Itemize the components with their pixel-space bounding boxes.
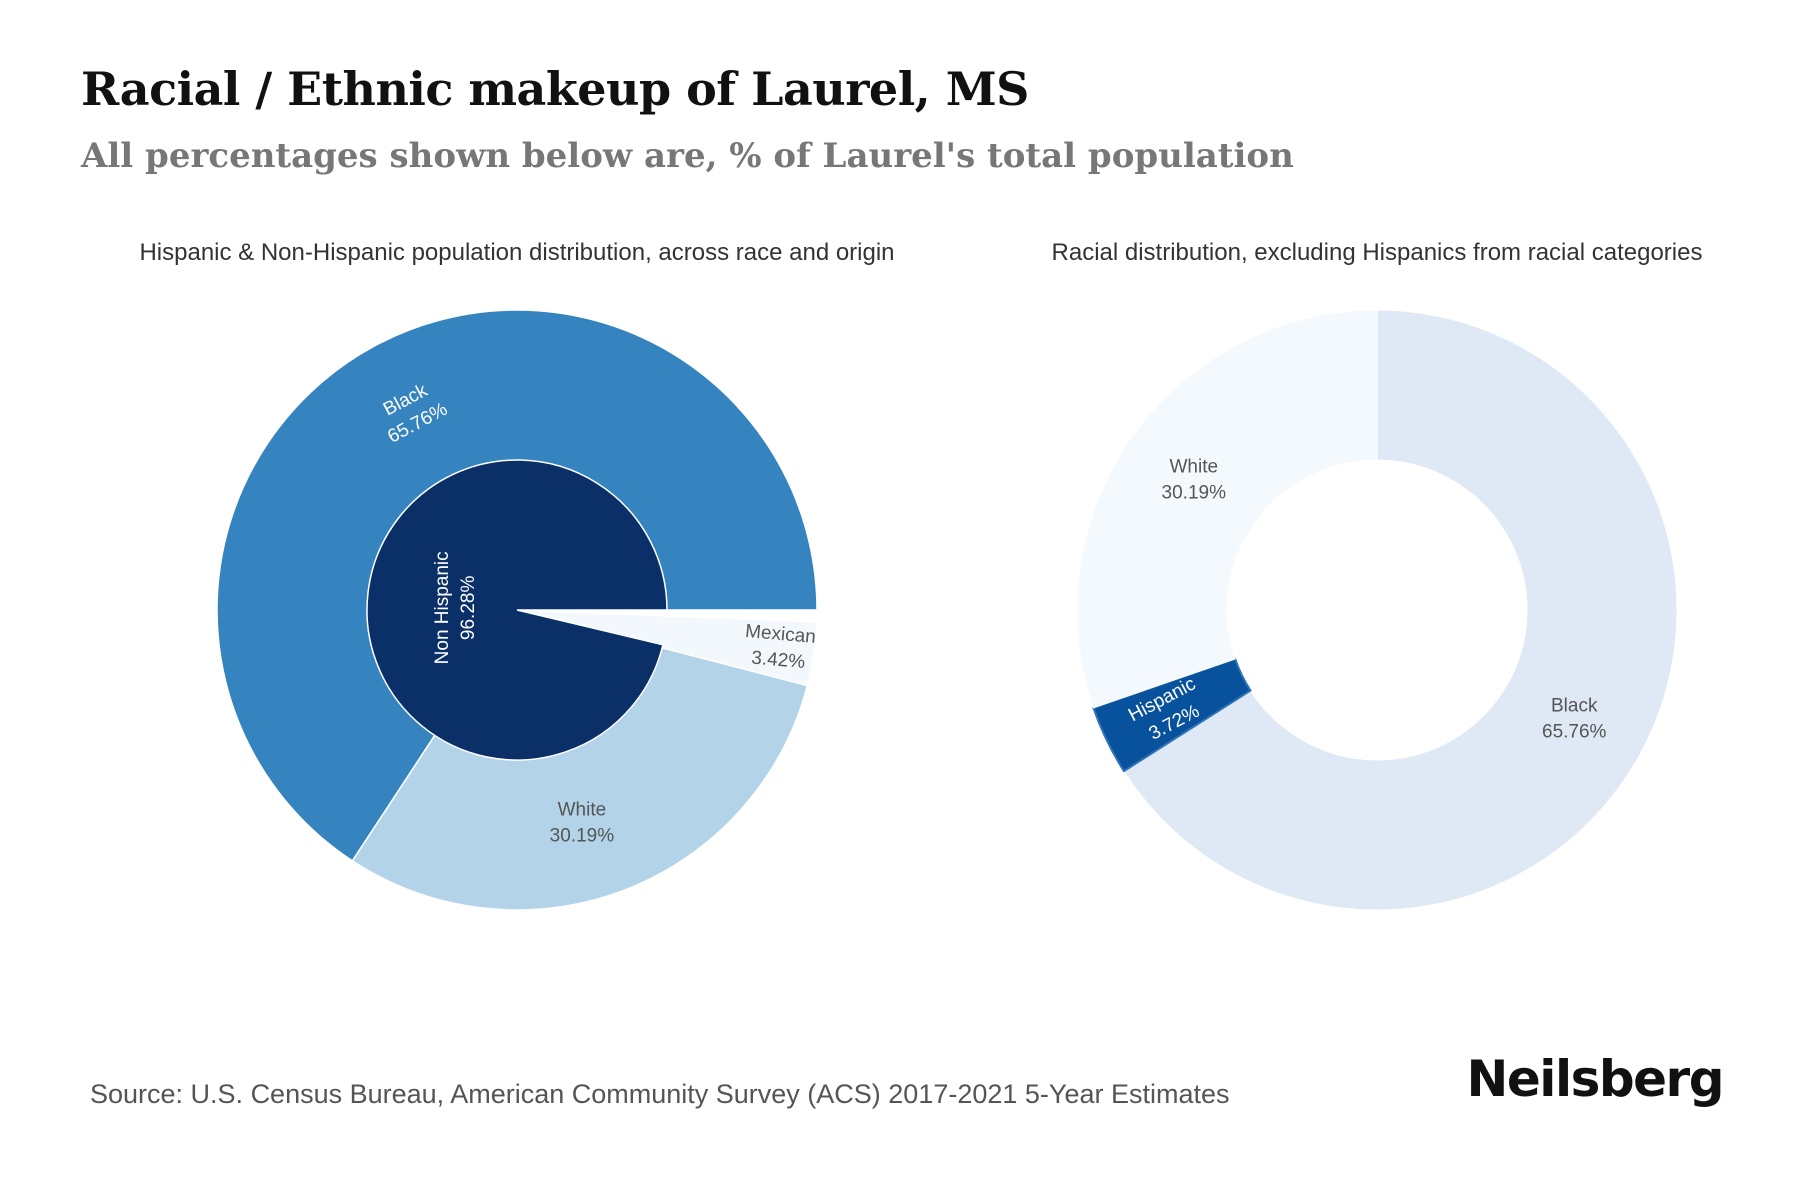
donut-label-black-line-1: Black — [1551, 695, 1598, 716]
donut-label-black: Black 65.76% — [1542, 695, 1607, 742]
left-nested-donut-chart: Black65.76%White 30.19%Mexican3.42%Non Hi… — [216, 309, 818, 911]
page-subtitle: All percentages shown below are, % of La… — [81, 136, 1294, 176]
inner-label-non-hispanic-line-2: 96.28% — [458, 576, 479, 641]
inner-slice-non-hispanic — [366, 459, 668, 761]
right-chart-title: Racial distribution, excluding Hispanics… — [1051, 239, 1703, 266]
donut-label-white-line-1: White — [1169, 456, 1218, 477]
donut-label-black-line-2: 65.76% — [1542, 721, 1607, 742]
source-note: Source: U.S. Census Bureau, American Com… — [90, 1079, 1230, 1109]
page-title: Racial / Ethnic makeup of Laurel, MS — [81, 62, 1029, 116]
donut-slice-hispanic — [1092, 657, 1252, 773]
outer-label-mexican: Mexican3.42% — [742, 621, 817, 674]
donut-slice-white — [1076, 309, 1378, 709]
donut-slice-black — [1123, 309, 1678, 911]
right-donut-chart: Black 65.76%Hispanic3.72%White 30.19% — [1076, 309, 1678, 911]
inner-label-non-hispanic: Non Hispanic 96.28% — [432, 551, 479, 664]
outer-label-white: White 30.19% — [550, 799, 615, 846]
outer-label-mexican-line-2: 3.42% — [750, 648, 806, 674]
inner-label-non-hispanic-line-1: Non Hispanic — [432, 551, 453, 664]
left-chart-title: Hispanic & Non-Hispanic population distr… — [139, 239, 895, 266]
donut-label-white: White 30.19% — [1162, 456, 1227, 503]
outer-label-white-line-1: White — [558, 799, 607, 820]
brand-logo: Neilsberg — [1466, 1050, 1725, 1108]
outer-slice-white — [351, 609, 809, 911]
donut-label-white-line-2: 30.19% — [1162, 482, 1227, 503]
outer-label-white-line-2: 30.19% — [550, 825, 615, 846]
